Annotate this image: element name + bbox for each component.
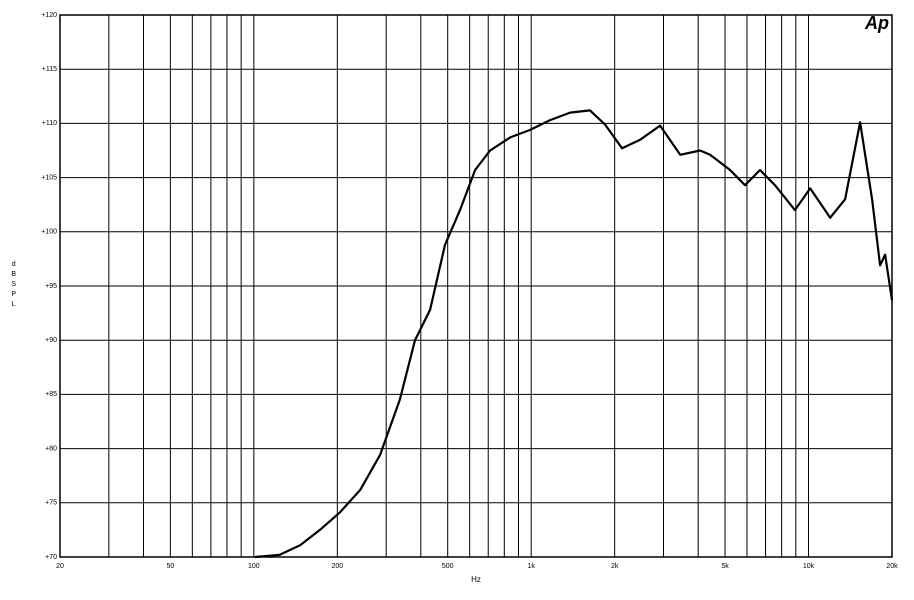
y-tick-label: +80 [45, 445, 57, 452]
x-tick-label: 20k [886, 563, 898, 570]
x-tick-label: 20 [56, 563, 64, 570]
x-tick-label: 500 [442, 563, 454, 570]
y-tick-label: +95 [45, 283, 57, 290]
y-tick-label: +110 [42, 120, 57, 127]
x-tick-label: 2k [611, 563, 619, 570]
x-tick-label: 5k [721, 563, 729, 570]
y-tick-label: +75 [45, 500, 57, 507]
y-tick-label: +120 [41, 12, 57, 19]
x-tick-label: 100 [248, 563, 260, 570]
y-tick-label: +90 [45, 337, 57, 344]
response-line [254, 109, 894, 559]
y-tick-label: +115 [42, 66, 57, 73]
x-axis-title: Hz [471, 575, 481, 584]
y-tick-label: +105 [41, 174, 57, 181]
x-tick-label: 1k [527, 563, 535, 570]
plot-frame [59, 14, 893, 558]
x-tick-label: 200 [331, 563, 343, 570]
y-axis-title: dBSPL [10, 261, 17, 311]
y-tick-label: +85 [45, 391, 57, 398]
y-tick-label: +100 [41, 229, 57, 236]
x-tick-label: 10k [803, 563, 815, 570]
logo: Ap [864, 13, 889, 33]
x-tick-label: 50 [166, 563, 174, 570]
y-tick-label: +70 [45, 554, 57, 561]
